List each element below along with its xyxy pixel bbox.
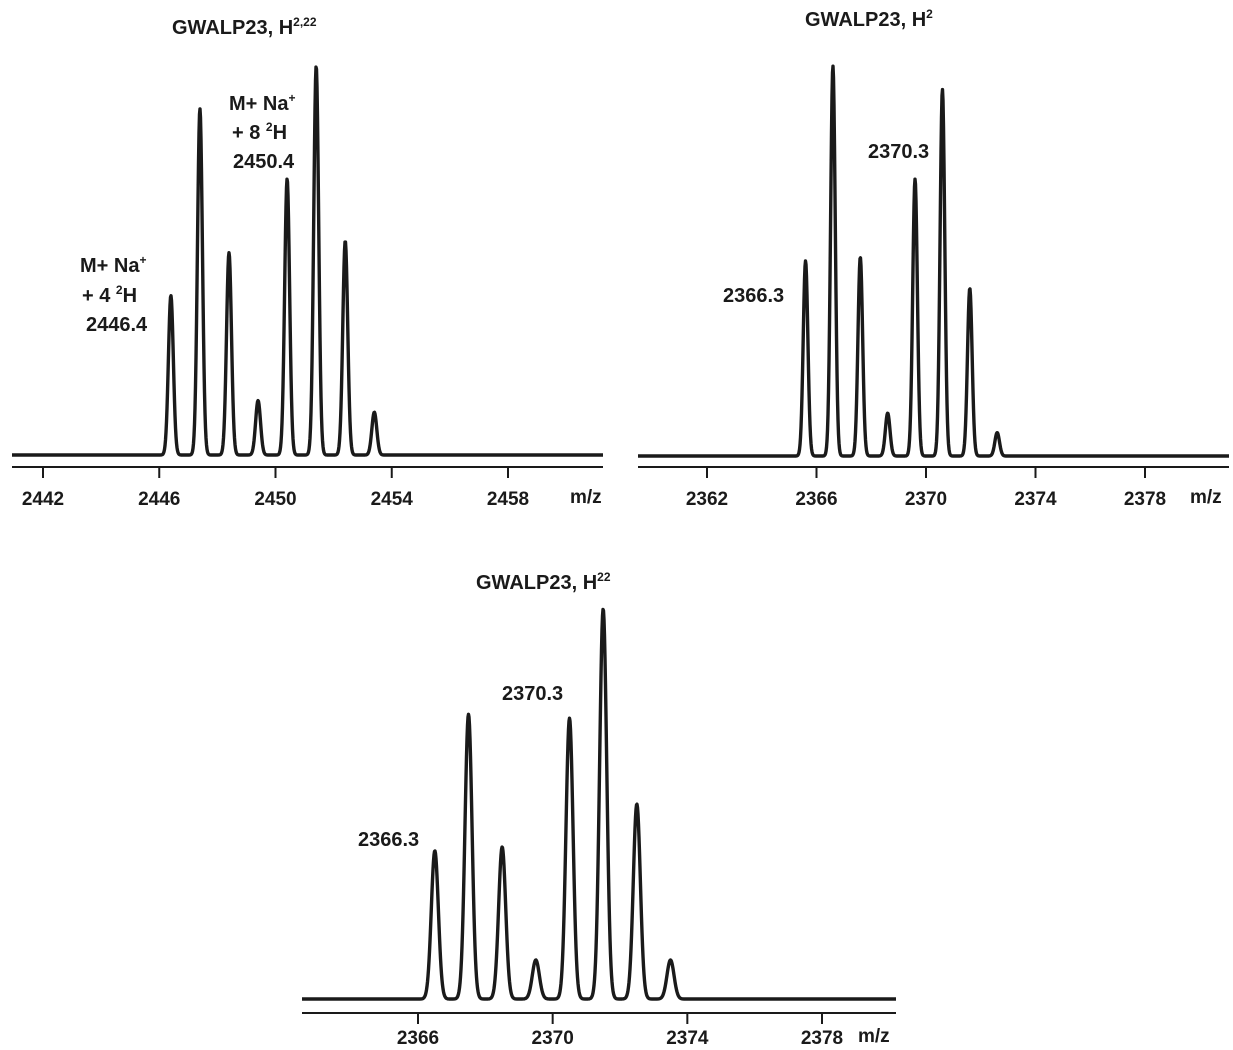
- panel-h2-22-annotation-2450: M+ Na+ + 8 2H 2450.4: [229, 91, 295, 173]
- panel-h2-x-label: m/z: [1190, 487, 1222, 508]
- panel-h22-tick-labels: 2366 2370 2374 2378: [397, 1028, 843, 1049]
- svg-text:+ 4 2H: + 4 2H: [82, 283, 137, 307]
- svg-text:+ 8 2H: + 8 2H: [232, 120, 287, 144]
- panel-h22-ticks: [417, 1013, 823, 1024]
- panel-h22-tick-label-2374: 2374: [666, 1028, 709, 1049]
- panel-h2-ticks: [706, 467, 1146, 478]
- panel-h2-22-tick-label-2442: 2442: [22, 489, 64, 510]
- panel-h2-22-tick-labels: 2442 2446 2450 2454 2458: [22, 489, 529, 510]
- svg-text:M+ Na+: M+ Na+: [229, 91, 295, 115]
- panel-h22-x-label: m/z: [858, 1026, 890, 1047]
- panel-h2-22-tick-label-2450: 2450: [254, 489, 296, 510]
- panel-h2-tick-labels: 2362 2366 2370 2374 2378: [686, 489, 1166, 510]
- panel-h2-22-x-label: m/z: [570, 487, 602, 508]
- panel-h22-tick-label-2378: 2378: [801, 1028, 843, 1049]
- panel-h2-22-tick-label-2446: 2446: [138, 489, 180, 510]
- svg-text:M+ Na+: M+ Na+: [80, 253, 146, 277]
- panel-h2-22-title: GWALP23, H2,22: [172, 15, 317, 39]
- panel-h2-annotation-2366: 2366.3: [723, 285, 784, 307]
- panel-h2-22-spectrum: [10, 65, 605, 457]
- panel-h2-title: GWALP23, H2: [805, 7, 933, 31]
- panel-h2-22-annotation-2446: M+ Na+ + 4 2H 2446.4: [80, 253, 148, 336]
- panel-h2-tick-label-2374: 2374: [1014, 489, 1057, 510]
- panel-h2-22: GWALP23, H2,22 2442 2446 2450 2454 2458 …: [10, 15, 605, 510]
- panel-h2-tick-label-2366: 2366: [795, 489, 837, 510]
- panel-h22: GWALP23, H22 2366 2370 2374 2378 m/z 236…: [300, 570, 898, 1049]
- panel-h22-annotation-2370: 2370.3: [502, 683, 563, 705]
- panel-h2-spectrum: [636, 64, 1231, 458]
- panel-h2-tick-label-2370: 2370: [905, 489, 947, 510]
- panel-h22-title: GWALP23, H22: [476, 570, 611, 594]
- panel-h2: GWALP23, H2 2362 2366 2370 2374 2378 m/z…: [636, 7, 1231, 510]
- panel-h22-annotation-2366: 2366.3: [358, 829, 419, 851]
- panel-h2-tick-label-2362: 2362: [686, 489, 728, 510]
- panel-h2-22-ticks: [42, 467, 509, 478]
- panel-h2-tick-label-2378: 2378: [1124, 489, 1166, 510]
- panel-h2-22-annotation-2446-value: 2446.4: [86, 314, 148, 336]
- panel-h2-22-tick-label-2454: 2454: [371, 489, 414, 510]
- panel-h2-22-tick-label-2458: 2458: [487, 489, 529, 510]
- panel-h2-annotation-2370: 2370.3: [868, 141, 929, 163]
- panel-h22-tick-label-2366: 2366: [397, 1028, 439, 1049]
- panel-h2-22-annotation-2450-value: 2450.4: [233, 151, 295, 173]
- panel-h22-tick-label-2370: 2370: [532, 1028, 574, 1049]
- panel-h22-spectrum: [300, 607, 898, 1001]
